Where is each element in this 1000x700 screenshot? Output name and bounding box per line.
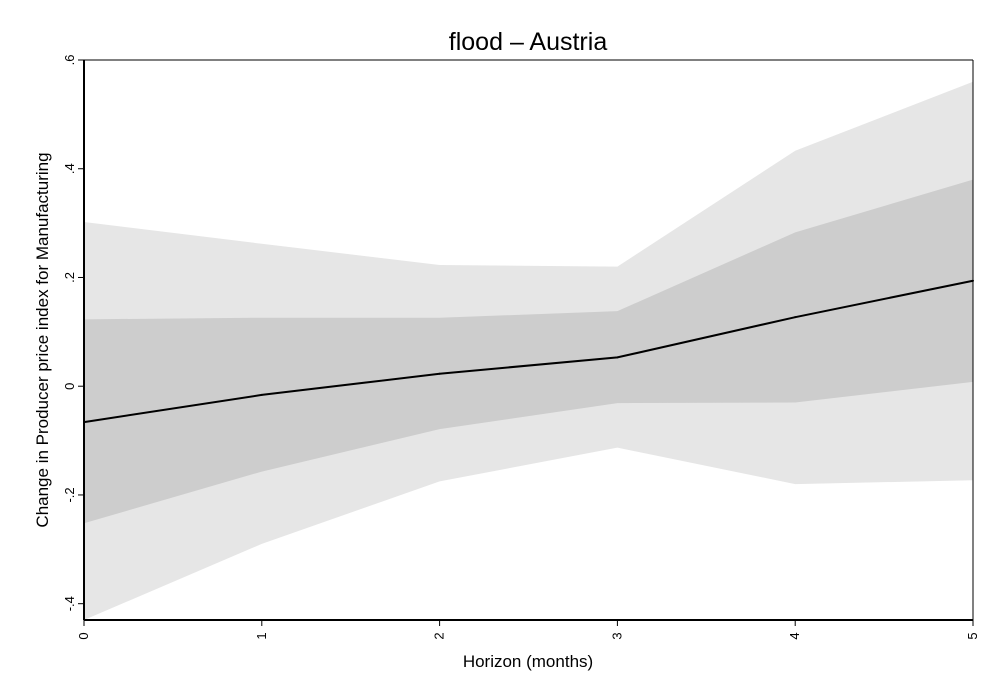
point-estimate-point bbox=[438, 372, 441, 375]
point-estimate-point bbox=[616, 356, 619, 359]
point-estimate-line bbox=[83, 279, 974, 424]
point-estimate-point bbox=[794, 316, 797, 319]
y-tick-label: .6 bbox=[62, 55, 77, 66]
confidence-band-inner bbox=[84, 179, 973, 524]
y-axis-title: Change in Producer price index for Manuf… bbox=[33, 152, 52, 527]
x-tick-label: 5 bbox=[965, 632, 980, 639]
y-tick-label: -.2 bbox=[62, 487, 77, 502]
axes: 0 1 2 3 4 5 -.4 -.2 0 .2 .4 .6 bbox=[62, 55, 980, 640]
point-estimate-point bbox=[260, 393, 263, 396]
x-tick-label: 1 bbox=[254, 632, 269, 639]
plot-area bbox=[83, 81, 974, 621]
y-tick-label: -.4 bbox=[62, 596, 77, 611]
x-axis-title: Horizon (months) bbox=[463, 652, 593, 671]
y-tick-label: .2 bbox=[62, 272, 77, 283]
x-tick-label: 2 bbox=[432, 632, 447, 639]
x-tick-label: 3 bbox=[609, 632, 624, 639]
y-tick-label: 0 bbox=[62, 383, 77, 390]
x-tick-label: 4 bbox=[787, 632, 802, 639]
x-tick-label: 0 bbox=[76, 632, 91, 639]
chart-title: flood – Austria bbox=[449, 28, 608, 56]
y-tick-label: .4 bbox=[62, 163, 77, 174]
